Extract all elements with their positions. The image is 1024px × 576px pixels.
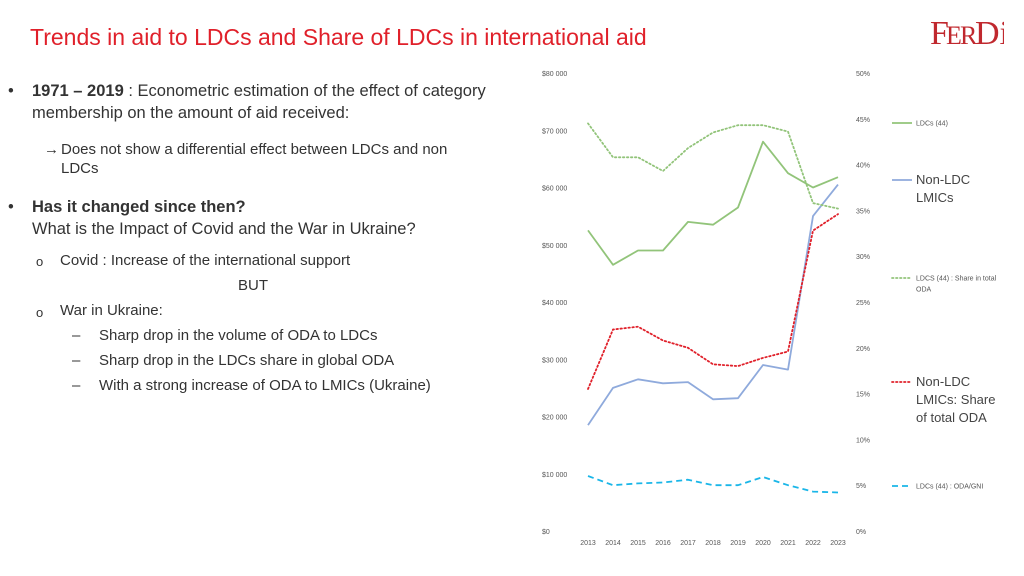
- right-axis-tick-label: 10%: [856, 437, 870, 444]
- dash-marker: –: [72, 327, 81, 344]
- svg-text:Di: Di: [975, 15, 1004, 50]
- x-axis-tick-label: 2015: [630, 540, 646, 547]
- left-axis-tick-label: $70 000: [542, 128, 567, 135]
- dash-marker: –: [72, 352, 81, 369]
- series-line-4: [587, 475, 839, 494]
- bullet-1-text: : Econometric estimation of the effect o…: [32, 82, 486, 122]
- covid-text: Covid : Increase of the international su…: [60, 252, 351, 269]
- left-axis-tick-label: $80 000: [542, 71, 567, 78]
- legend-label-2: LDCS (44) : Share in total ODA: [916, 276, 997, 294]
- bullet-marker: •: [8, 198, 14, 216]
- war-item: Sharp drop in the LDCs share in global O…: [99, 352, 395, 369]
- aid-trend-chart: $0 $10 000 $20 000 $30 000 $40 000 $50 000 $60…: [542, 71, 997, 547]
- left-axis-tick-label: $50 000: [542, 243, 567, 250]
- right-axis-tick-label: 20%: [856, 346, 870, 353]
- bullet-marker: o: [36, 305, 44, 320]
- right-axis-tick-label: 50%: [856, 71, 870, 78]
- war-item: Sharp drop in the volume of ODA to LDCs: [99, 327, 378, 344]
- legend-label-1: Non-LDC LMICs: [916, 172, 970, 205]
- right-axis-tick-label: 0%: [856, 529, 866, 536]
- legend-label-4: LDCs (44) : ODA/GNI: [916, 484, 983, 491]
- legend-label-0: LDCs (44): [916, 121, 948, 128]
- war-text: War in Ukraine:: [60, 302, 163, 319]
- ferdi-logo: F E R Di: [930, 15, 1004, 50]
- x-axis-tick-label: 2013: [580, 540, 596, 547]
- x-axis-tick-label: 2014: [605, 540, 621, 547]
- left-axis-tick-label: $40 000: [542, 300, 567, 307]
- war-item: With a strong increase of ODA to LMICs (…: [99, 377, 431, 394]
- svg-text:E: E: [946, 21, 962, 50]
- slide-title: Trends in aid to LDCs and Share of LDCs …: [30, 24, 647, 50]
- series-line-0: [587, 140, 839, 266]
- left-axis-tick-label: $0: [542, 529, 550, 536]
- x-axis-tick-label: 2023: [830, 540, 846, 547]
- x-axis-tick-label: 2018: [705, 540, 721, 547]
- right-axis-tick-label: 45%: [856, 117, 870, 124]
- bullet-1-sub: Does not show a differential effect betw…: [61, 141, 448, 177]
- left-axis-tick-label: $10 000: [542, 472, 567, 479]
- bullet-2-bold: Has it changed since then?: [32, 198, 246, 216]
- x-axis-tick-label: 2016: [655, 540, 671, 547]
- bullet-1: 1971 – 2019 : Econometric estimation of …: [32, 80, 502, 124]
- right-axis-tick-label: 35%: [856, 208, 870, 215]
- bullet-marker: o: [36, 254, 44, 269]
- series-line-3: [587, 213, 839, 390]
- legend-label-3: Non-LDC LMICs: Share of total ODA: [916, 374, 995, 425]
- left-axis-tick-label: $30 000: [542, 357, 567, 364]
- x-axis-tick-label: 2019: [730, 540, 746, 547]
- left-axis-tick-label: $20 000: [542, 415, 567, 422]
- but-text: BUT: [238, 277, 268, 294]
- right-axis-tick-label: 40%: [856, 163, 870, 170]
- x-axis-tick-label: 2020: [755, 540, 771, 547]
- series-line-2: [587, 122, 839, 210]
- svg-text:F: F: [930, 15, 949, 50]
- right-axis-tick-label: 5%: [856, 483, 866, 490]
- right-axis-tick-label: 15%: [856, 392, 870, 399]
- x-axis-tick-label: 2021: [780, 540, 796, 547]
- bullet-2-text: What is the Impact of Covid and the War …: [32, 220, 416, 238]
- svg-text:R: R: [960, 21, 978, 50]
- x-axis-tick-label: 2022: [805, 540, 821, 547]
- dash-marker: –: [72, 377, 81, 394]
- bullet-marker: •: [8, 82, 14, 100]
- right-axis-tick-label: 30%: [856, 254, 870, 261]
- x-axis-tick-label: 2017: [680, 540, 696, 547]
- series-line-1: [587, 184, 839, 426]
- bullet-1-bold: 1971 – 2019: [32, 82, 124, 100]
- left-axis-tick-label: $60 000: [542, 186, 567, 193]
- arrow-icon: →: [44, 141, 59, 158]
- right-axis-tick-label: 25%: [856, 300, 870, 307]
